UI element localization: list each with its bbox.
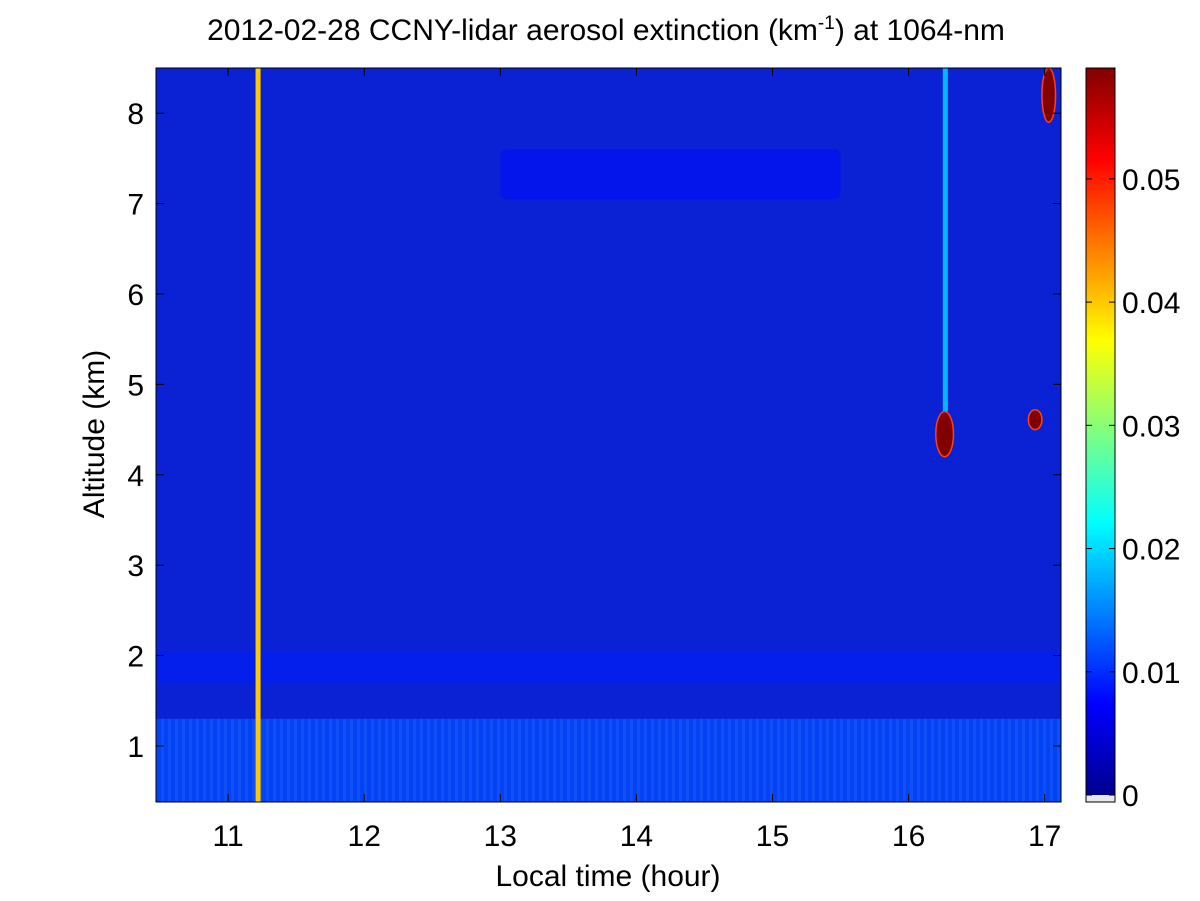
x-tick-label-14: 14 [620,820,653,853]
colorbar-ticks: 0 0.01 0.02 0.03 0.04 0.05 [1086,164,1180,813]
colorbar-frame [1085,67,1116,803]
heatmap-features [156,68,1061,802]
x-tick-label-12: 12 [348,820,381,853]
colorbar: 0 0.01 0.02 0.03 0.04 0.05 [1085,67,1180,813]
y-tick-label-4: 4 [127,460,144,493]
heatmap-feature-boundary-layer-0 [156,718,1061,802]
colorbar-zero-cell [1086,795,1115,802]
x-axis: 11 12 13 14 15 16 17 [213,68,1061,853]
x-tick-label-15: 15 [756,820,789,853]
heatmap-feature-vertical-streak-4 [942,68,948,412]
x-tick-label-11: 11 [213,820,244,853]
colorbar-tick-label-3: 0.03 [1122,410,1180,443]
colorbar-tick-label-2: 0.02 [1122,534,1180,567]
heatmap-feature-cloud-5 [935,410,955,458]
chart-title: 2012-02-28 CCNY-lidar aerosol extinction… [207,13,1005,47]
y-tick-label-7: 7 [127,189,144,222]
y-axis: 1 2 3 4 5 6 7 8 [127,98,1061,764]
x-tick-label-16: 16 [892,820,925,853]
colorbar-tick-label-4: 0.04 [1122,287,1180,320]
y-tick-label-2: 2 [127,641,144,674]
y-tick-label-6: 6 [127,279,144,312]
colorbar-gradient [1086,68,1115,795]
x-tick-label-17: 17 [1028,820,1061,853]
y-tick-label-1: 1 [127,731,144,764]
colorbar-tick-label-0: 0 [1122,780,1139,813]
heatmap-feature-cloud-7 [1041,68,1057,123]
y-tick-label-8: 8 [127,98,144,131]
x-tick-label-13: 13 [484,820,517,853]
plot-frame [155,67,1062,803]
x-axis-label: Local time (hour) [495,860,720,893]
y-tick-label-5: 5 [127,369,144,402]
y-axis-label: Altitude (km) [78,350,111,518]
y-tick-label-3: 3 [127,550,144,583]
colorbar-tick-label-5: 0.05 [1122,164,1180,197]
heatmap-feature-layer-1 [156,651,1061,683]
colorbar-tick-label-1: 0.01 [1122,657,1180,690]
heatmap-feature-layer-2 [500,149,841,200]
heatmap-feature-vertical-streak-3 [255,68,261,802]
heatmap-feature-cloud-6 [1027,408,1043,431]
